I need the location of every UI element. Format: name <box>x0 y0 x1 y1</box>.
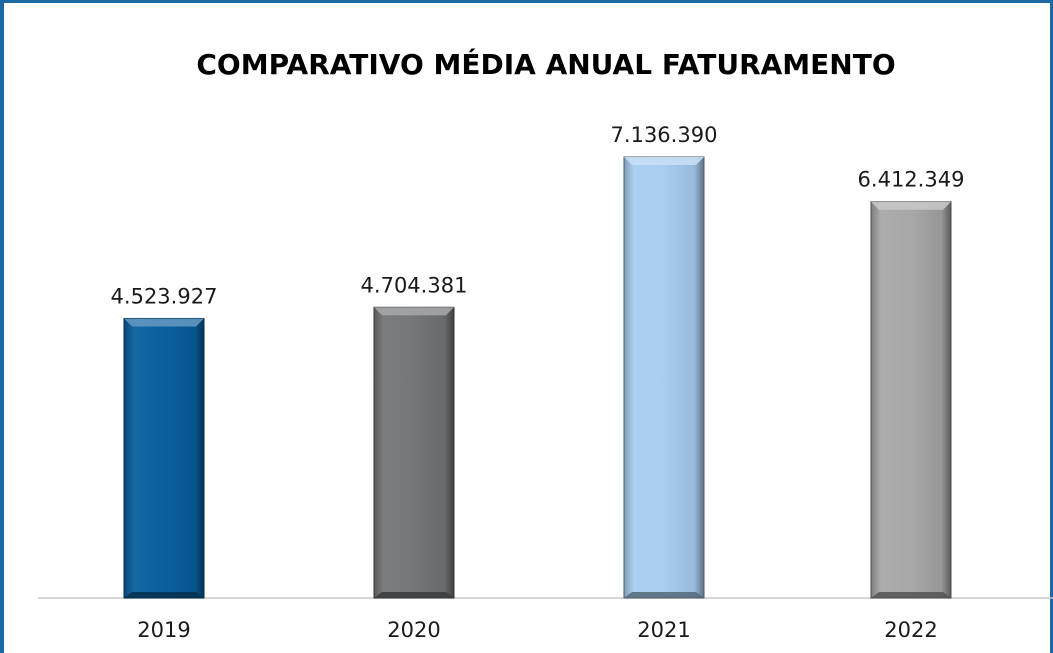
tick-label-2019: 2019 <box>137 618 190 642</box>
bar-bevel-bottom-2020 <box>374 592 454 598</box>
bar-bevel-top-2020 <box>374 307 454 316</box>
bar-bevel-top-2019 <box>124 318 204 327</box>
data-label-2021: 7.136.390 <box>611 123 718 147</box>
bar-body-2022 <box>870 201 952 599</box>
bar-bevel-top-2021 <box>624 157 704 165</box>
chart-title: COMPARATIVO MÉDIA ANUAL FATURAMENTO <box>196 48 896 81</box>
data-label-2022: 6.412.349 <box>858 168 965 192</box>
bar-bevel-bottom-2022 <box>871 592 951 598</box>
bar-body-2019 <box>123 317 205 599</box>
bar-2020 <box>373 306 455 599</box>
bar-body-2021 <box>623 156 705 599</box>
data-label-2020: 4.704.381 <box>361 273 468 297</box>
tick-label-2021: 2021 <box>637 618 690 642</box>
bar-2021 <box>623 156 705 599</box>
bar-2019 <box>123 317 205 599</box>
bar-bevel-top-2022 <box>871 201 951 210</box>
tick-label-2020: 2020 <box>387 618 440 642</box>
data-label-2019: 4.523.927 <box>111 284 218 308</box>
bar-bevel-bottom-2021 <box>624 592 704 598</box>
bar-2022 <box>870 201 952 599</box>
tick-label-2022: 2022 <box>884 618 937 642</box>
bar-bevel-bottom-2019 <box>124 592 204 598</box>
bar-body-2020 <box>373 306 455 599</box>
